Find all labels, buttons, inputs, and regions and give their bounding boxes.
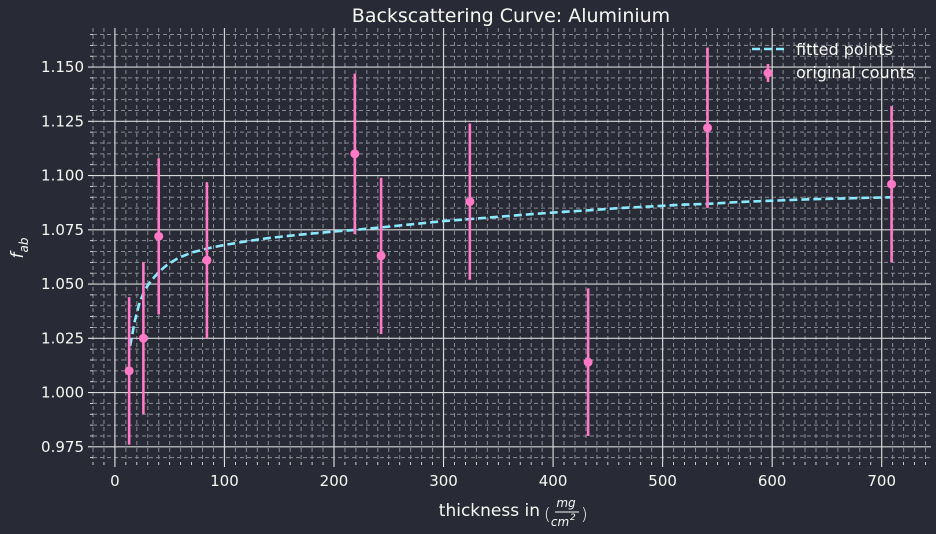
x-tick-label: 600 — [758, 472, 787, 490]
legend-label-original: original counts — [796, 63, 914, 82]
y-tick-label: 1.025 — [41, 329, 84, 347]
y-tick-label: 1.000 — [41, 384, 84, 402]
legend-label-fitted: fitted points — [796, 40, 893, 59]
original-counts-point — [350, 149, 360, 159]
legend-marker-swatch — [763, 68, 773, 78]
x-axis-label-denominator: cm — [551, 515, 569, 529]
x-axis-label-exponent: 2 — [570, 513, 576, 523]
original-counts-point — [154, 231, 164, 241]
x-tick-label: 300 — [429, 472, 458, 490]
major-grid — [93, 28, 931, 462]
y-tick-label: 1.050 — [41, 275, 84, 293]
x-tick-label: 0 — [110, 472, 120, 490]
x-axis-label-paren-right: ) — [581, 505, 588, 525]
y-tick-label: 1.150 — [41, 58, 84, 76]
original-counts-point — [887, 179, 897, 189]
original-counts-point — [703, 123, 713, 133]
y-axis-label-subscript: ab — [17, 237, 31, 252]
original-counts-point — [376, 251, 386, 261]
y-tick-label: 1.075 — [41, 221, 84, 239]
y-axis-label-main: f — [8, 249, 28, 258]
original-counts-point — [124, 366, 134, 376]
y-tick-label: 0.975 — [41, 438, 84, 456]
fitted-points-line — [128, 196, 893, 347]
original-counts-point — [138, 333, 148, 343]
y-tick-label: 1.100 — [41, 167, 84, 185]
x-axis-label-prefix: thickness in — [439, 501, 540, 521]
x-tick-label: 100 — [210, 472, 239, 490]
y-tick-label: 1.125 — [41, 112, 84, 130]
original-counts-point — [202, 255, 212, 265]
x-axis-label-numerator: mg — [556, 496, 576, 510]
x-tick-label: 200 — [320, 472, 349, 490]
x-tick-label: 500 — [648, 472, 677, 490]
chart-title: Backscattering Curve: Aluminium — [352, 5, 670, 27]
series-layer — [124, 47, 897, 445]
x-tick-label: 700 — [867, 472, 896, 490]
x-tick-label: 400 — [539, 472, 568, 490]
x-axis-label: thickness in ( mg cm 2 ) — [439, 496, 588, 529]
original-counts-point — [465, 197, 475, 207]
original-counts-point — [583, 357, 593, 367]
ticks-layer: 0 100 200 300 400 500 600 700 0.975 1.000 1.025 1.0… — [41, 34, 926, 490]
x-axis-label-paren-left: ( — [544, 505, 551, 525]
legend: fitted points original counts — [752, 40, 914, 82]
y-axis-label: fab — [8, 237, 31, 258]
